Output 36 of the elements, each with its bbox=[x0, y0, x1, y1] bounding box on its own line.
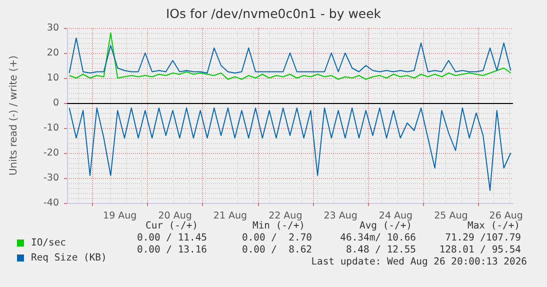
y-tick-label: -10 bbox=[43, 122, 59, 134]
y-tick-label: 0 bbox=[52, 98, 59, 108]
text: Min (-/+) bbox=[252, 220, 305, 232]
text: 0.00 / 13.16 bbox=[137, 244, 208, 256]
text: Max (-/+) bbox=[468, 220, 520, 232]
x-tick-label: 25 Aug bbox=[434, 210, 468, 222]
x-tick-label: 23 Aug bbox=[324, 210, 358, 222]
text: 71.29 /107.79 bbox=[445, 232, 522, 244]
text: 128.01 / 95.54 bbox=[439, 244, 522, 256]
y-tick-label: 30 bbox=[46, 22, 59, 34]
y-tick-label: 20 bbox=[46, 48, 59, 58]
x-tick-label: 20 Aug bbox=[158, 210, 192, 222]
y-tick-label: -20 bbox=[43, 148, 59, 158]
x-tick-label: 21 Aug bbox=[213, 210, 248, 222]
text: 0.00 / 11.45 bbox=[137, 232, 208, 244]
text: Avg (-/+) bbox=[360, 220, 412, 232]
y-tick-label: 10 bbox=[46, 72, 59, 84]
y-tick-label: -30 bbox=[43, 172, 59, 184]
text: 0.00 / 2.70 bbox=[242, 232, 312, 244]
line-series bbox=[68, 32, 512, 80]
y-tick-label: -40 bbox=[43, 198, 59, 208]
text: 0.00 / 8.62 bbox=[242, 244, 312, 256]
line-series bbox=[68, 108, 512, 191]
y-axis-title: Units read (-) / write (+) bbox=[8, 55, 20, 176]
chart-title: IOs for /dev/nvme0c0n1 - by week bbox=[166, 6, 382, 21]
text: Cur (-/+) bbox=[146, 220, 198, 232]
line-series bbox=[68, 38, 512, 74]
legend-label: Req Size (KB) bbox=[31, 252, 107, 264]
x-tick-label: 24 Aug bbox=[378, 210, 413, 222]
text: 46.34m/ 10.66 bbox=[340, 232, 416, 244]
x-tick-label: 26 Aug bbox=[489, 210, 523, 222]
x-tick-label: 22 Aug bbox=[268, 210, 302, 222]
text: Last update: Wed Aug 26 20:00:13 2026 bbox=[311, 256, 528, 268]
text: 8.48 / 12.55 bbox=[346, 244, 416, 256]
legend-label: IO/sec bbox=[31, 238, 66, 248]
x-tick-label: 19 Aug bbox=[103, 210, 137, 222]
